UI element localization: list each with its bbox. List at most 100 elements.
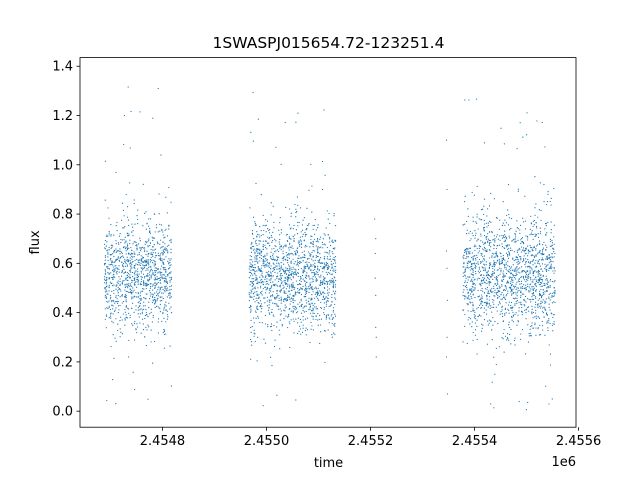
data-point — [331, 296, 333, 298]
data-point — [133, 255, 135, 258]
data-point — [254, 291, 256, 293]
data-point — [495, 306, 497, 308]
data-point — [163, 258, 165, 261]
data-point — [495, 236, 498, 238]
data-point — [524, 263, 526, 266]
data-point — [116, 258, 119, 261]
data-point — [310, 321, 312, 324]
data-point — [492, 272, 494, 274]
x-tick-label: 2.4556 — [556, 434, 602, 449]
data-point — [504, 335, 507, 337]
data-point — [268, 262, 271, 264]
data-point — [545, 385, 547, 387]
data-point — [512, 264, 514, 266]
data-point — [280, 313, 282, 315]
data-point — [299, 243, 301, 246]
data-point — [136, 218, 139, 220]
data-point — [105, 315, 108, 317]
data-point — [110, 234, 112, 236]
data-point — [311, 310, 313, 312]
data-point — [483, 311, 485, 314]
data-point — [546, 314, 548, 316]
data-point — [150, 256, 152, 259]
data-point — [139, 264, 142, 266]
data-point — [250, 292, 252, 294]
data-point — [510, 272, 513, 274]
data-point — [124, 296, 127, 298]
data-point — [262, 233, 264, 236]
data-point — [514, 285, 517, 287]
data-point — [527, 306, 530, 308]
data-point — [514, 278, 517, 280]
data-point — [261, 278, 263, 280]
data-point — [266, 286, 268, 288]
data-point — [545, 309, 547, 311]
data-point — [542, 289, 544, 291]
data-point — [476, 353, 478, 355]
data-point — [157, 297, 159, 299]
data-point — [139, 240, 141, 242]
data-point — [142, 261, 144, 263]
data-point — [304, 235, 307, 237]
data-point — [538, 284, 541, 286]
data-point — [278, 241, 280, 243]
data-point — [266, 263, 268, 265]
data-point — [170, 271, 172, 273]
data-point — [295, 291, 297, 294]
data-point — [504, 267, 506, 269]
data-point — [508, 324, 510, 326]
data-point — [279, 334, 281, 336]
data-point — [486, 249, 488, 251]
data-point — [154, 277, 156, 279]
data-point — [331, 277, 333, 280]
data-point — [315, 278, 317, 280]
data-point — [104, 247, 106, 249]
data-point — [115, 288, 117, 290]
data-point — [304, 246, 306, 248]
data-point — [545, 258, 547, 260]
data-point — [543, 241, 545, 244]
data-point — [501, 243, 503, 245]
data-point — [276, 296, 278, 298]
data-point — [279, 234, 281, 236]
data-point — [314, 276, 316, 278]
data-point — [157, 281, 159, 284]
data-point — [276, 259, 278, 262]
data-point — [323, 233, 325, 235]
data-point — [508, 268, 510, 270]
data-point — [164, 285, 166, 288]
data-point — [521, 237, 524, 239]
data-point — [300, 243, 302, 246]
data-point — [106, 266, 108, 268]
data-point — [471, 326, 473, 328]
data-point — [292, 318, 294, 320]
data-point — [168, 302, 170, 304]
data-point — [299, 282, 301, 285]
data-point — [506, 246, 508, 248]
data-point — [328, 212, 330, 215]
data-point — [537, 260, 539, 262]
data-point — [317, 224, 319, 226]
data-point — [505, 302, 507, 304]
data-point — [322, 296, 325, 298]
data-point — [159, 253, 162, 255]
data-point — [508, 252, 511, 254]
data-point — [473, 283, 475, 285]
data-point — [317, 274, 319, 276]
data-point — [474, 288, 476, 290]
data-point — [527, 298, 529, 300]
data-point — [466, 281, 468, 284]
data-point — [320, 274, 322, 276]
data-point — [304, 231, 306, 234]
data-point — [473, 246, 475, 248]
data-point — [110, 235, 112, 237]
data-point — [329, 236, 331, 238]
data-point — [129, 285, 131, 287]
data-point — [311, 235, 313, 238]
data-point — [540, 296, 543, 298]
data-point — [319, 238, 321, 240]
data-point — [504, 308, 506, 311]
data-point — [126, 283, 128, 285]
data-point — [260, 252, 262, 254]
data-point — [284, 279, 286, 282]
